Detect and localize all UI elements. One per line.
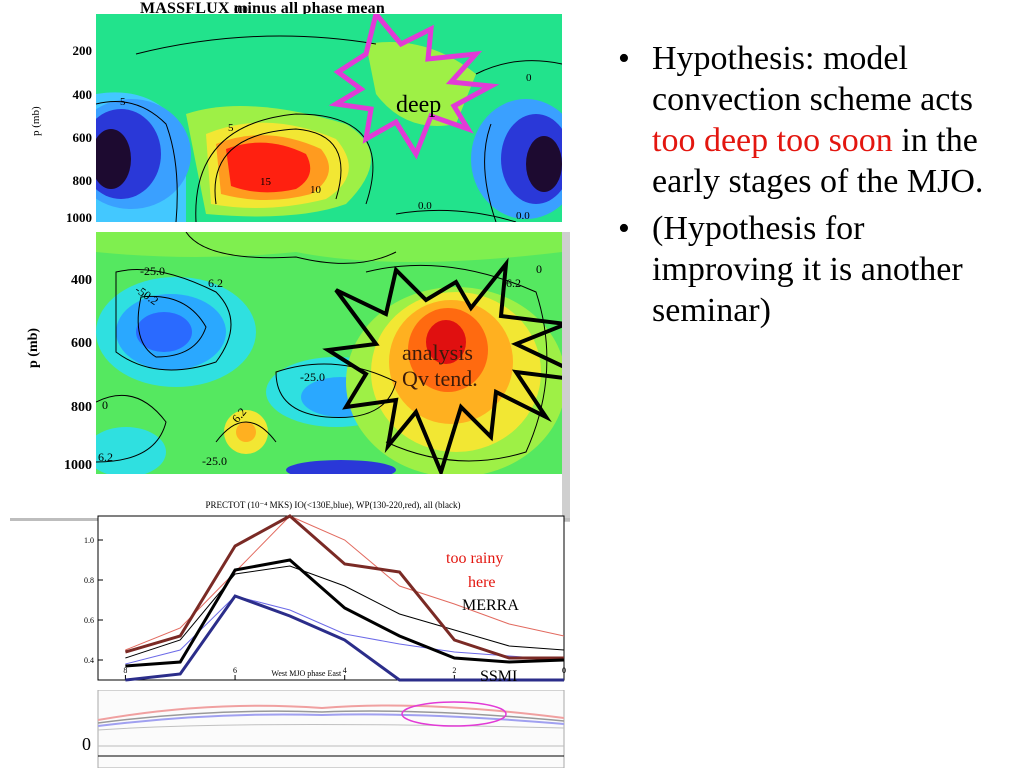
panel2-ytick: 400 [71,273,92,288]
x-tick-label: 4 [343,666,347,675]
series-line-merra-wp [124,514,564,660]
panel2-ylabel: p (mb) [26,327,41,368]
chart-title: PRECTOT (10⁻⁴ MKS) IO(<130E,blue), WP(13… [205,500,461,510]
bullet-text: in the early stages of the MJO. [652,122,984,200]
massflux-contour-plot [96,14,562,222]
panel1-ytick: 800 [72,173,93,188]
series-line-merra-all [125,558,565,668]
fragment-label: 0 [82,734,91,754]
contour-label: -25.0 [202,454,227,468]
faint-lower-chart-plot [97,690,565,768]
contour-label: 0 [526,72,532,84]
contour-label: 0.0 [516,210,530,222]
contour-label: -25.0 [140,264,165,278]
slide-bullets: • Hypothesis: model convection scheme ac… [612,38,1012,337]
x-tick-label: 6 [233,666,237,675]
contour-label: 5 [120,96,126,108]
scrollbar-shadow [562,232,570,522]
contour-label: 6.2 [208,276,223,290]
bullet-text: Hypothesis: model convection scheme acts [652,40,973,118]
bullet-dot-icon: • [618,40,630,77]
qv-tendency-contour-panel: -25.0 -50.2 6.2 -25.0 6.2 0 6.2 -25.0 0 … [96,232,562,474]
panel1-ytick: 200 [72,43,93,58]
bullet-hypothesis: • Hypothesis: model convection scheme ac… [612,38,1012,202]
deep-callout-label: deep [396,92,442,118]
x-tick-label: 0 [562,666,566,675]
contour-label: 15 [260,176,271,188]
bullet-improvement: • (Hypothesis for improving it is anothe… [612,208,1012,331]
qv-tendency-contour-plot [96,232,562,474]
x-tick-label: 8 [123,666,127,675]
y-tick-label: 0.4 [84,656,94,665]
y-tick-label: 1.0 [84,536,94,545]
analysis-callout-label: analysis [402,340,473,365]
contour-label: 6.2 [98,450,113,464]
contour-label: 0 [536,262,542,276]
merra-label: MERRA [462,597,519,614]
panel1-ylabel: p (mb) [30,106,42,136]
contour-label: 0.0 [234,4,248,16]
series-line-ssmi-io [125,594,564,682]
contour-label: 0.0 [418,200,432,212]
series-line-wp [125,515,565,651]
y-tick-label: 0.6 [84,616,94,625]
contour-label: 6.2 [506,276,521,290]
plot-frame [97,515,565,681]
bullet-dot-icon: • [618,210,630,247]
panel1-ytick: 600 [72,130,93,145]
panel2-ytick: 800 [71,400,92,415]
panel1-title: MASSFLUX minus all phase mean [140,0,385,17]
y-tick-label: 0.8 [84,576,94,585]
too-rainy-annotation: here [468,574,496,591]
ssmi-label: SSMI [480,668,518,685]
chart-xlabel: West MJO phase East [271,669,342,678]
contour-label: -25.0 [300,370,325,384]
contour-label: 5 [228,122,234,134]
contour-label: 10 [310,184,321,196]
panel1-ytick: 1000 [66,210,92,225]
contour-label: 0 [102,398,108,412]
panel2-ytick: 600 [71,336,92,351]
bullet-text: (Hypothesis for improving it is another … [652,210,963,329]
massflux-contour-panel: 0.0 5 5 15 10 0.0 0.0 0 deep [96,4,562,222]
analysis-callout-label: Qv tend. [402,366,478,391]
prectot-line-chart: 1.0 0.8 0.6 0.4 8 6 4 2 0 West MJO phase East [84,514,566,682]
series-line-all [125,565,565,659]
panel2-ytick: 1000 [64,458,92,473]
panel1-ytick: 400 [72,87,93,102]
faint-lower-chart: 0 [82,690,566,768]
too-rainy-annotation: too rainy [446,550,504,567]
x-tick-label: 2 [452,666,456,675]
bullet-highlight: too deep too soon [652,122,893,159]
